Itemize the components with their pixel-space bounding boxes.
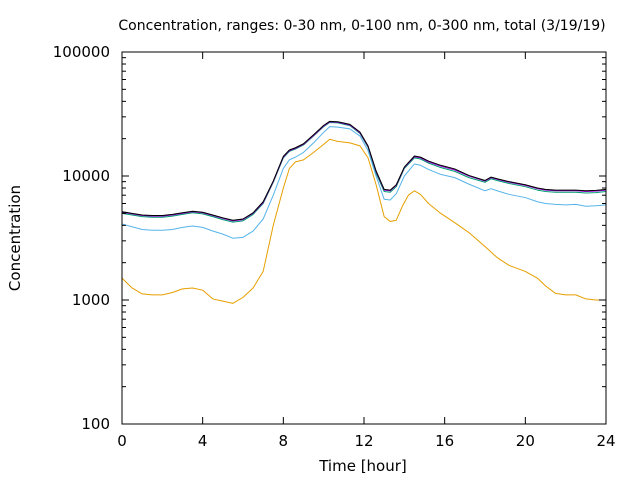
x-tick-label: 16 — [435, 432, 454, 450]
series-line-3 — [121, 122, 607, 223]
y-axis-label: Concentration — [6, 185, 24, 291]
series-layer — [121, 120, 607, 304]
y-tick-label: 10000 — [62, 167, 110, 185]
series-line-5 — [121, 120, 607, 221]
x-axis-label: Time [hour] — [318, 457, 407, 475]
x-tick-label: 4 — [198, 432, 208, 450]
plot-frame — [121, 51, 607, 425]
chart-title: Concentration, ranges: 0-30 nm, 0-100 nm… — [118, 18, 605, 34]
tick-layer: 0 4 8 12 16 20 24 100 1000 10000 100000 — [53, 43, 616, 450]
y-tick-label: 100 — [81, 415, 110, 433]
series-line-2 — [121, 126, 607, 239]
y-tick-label: 100000 — [53, 43, 110, 61]
y-tick-label: 1000 — [72, 291, 110, 309]
x-tick-label: 8 — [279, 432, 289, 450]
x-tick-label: 24 — [596, 432, 615, 450]
x-tick-label: 0 — [117, 432, 127, 450]
x-tick-label: 12 — [354, 432, 373, 450]
x-tick-label: 20 — [516, 432, 535, 450]
series-line-1 — [121, 138, 606, 304]
series-line-4 — [121, 121, 607, 222]
